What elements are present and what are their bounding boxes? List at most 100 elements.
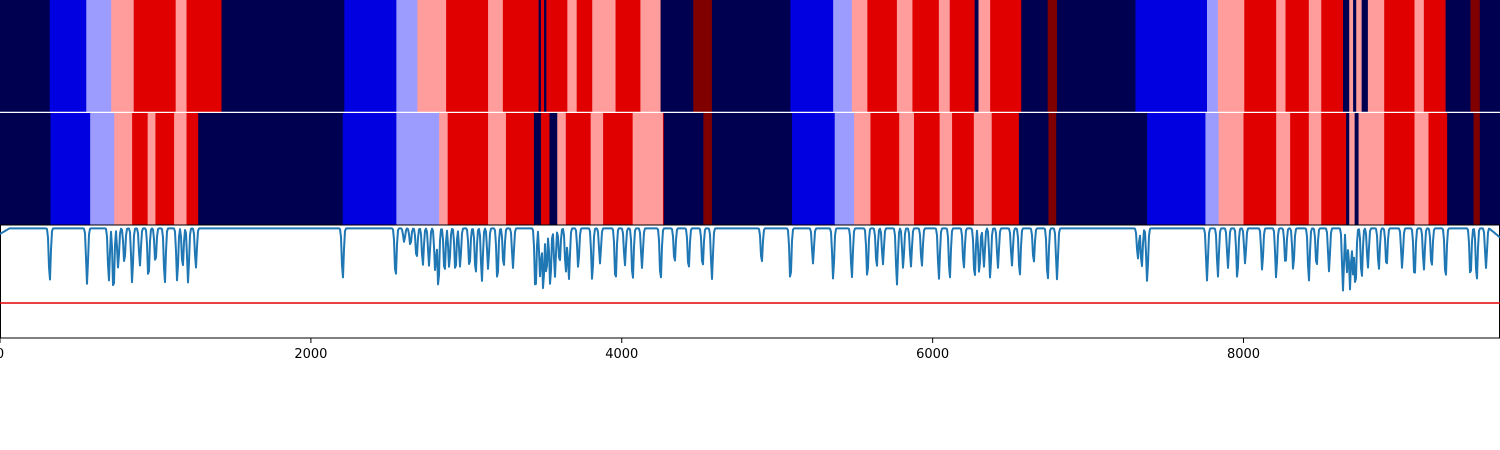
middle-track-segment xyxy=(1048,113,1057,225)
middle-track-segment xyxy=(90,113,115,225)
middle-track-segment xyxy=(1056,113,1148,225)
top-track-segment xyxy=(1384,0,1416,112)
top-track-segment xyxy=(711,0,792,112)
middle-track-segment xyxy=(533,113,542,225)
top-track-segment xyxy=(1244,0,1277,112)
top-track-segment xyxy=(1285,0,1310,112)
middle-track-segment xyxy=(952,113,975,225)
middle-track-segment xyxy=(590,113,604,225)
middle-track-segment xyxy=(1384,113,1416,225)
middle-track-segment xyxy=(913,113,941,225)
middle-track-segment xyxy=(549,113,558,225)
middle-track-segment xyxy=(632,113,664,225)
top-track-segment xyxy=(640,0,662,112)
top-track-segment xyxy=(546,0,568,112)
top-track-segment xyxy=(1361,0,1369,112)
middle-track-segment xyxy=(662,113,665,225)
top-track-segment xyxy=(1445,0,1472,112)
middle-track-segment xyxy=(1354,113,1360,225)
middle-track-segment xyxy=(1346,113,1350,225)
middle-track-segment xyxy=(1479,113,1500,225)
middle-track-segment xyxy=(114,113,133,225)
top-track-segment xyxy=(949,0,976,112)
middle-track-segment xyxy=(899,113,915,225)
top-segmentation-track xyxy=(0,0,1500,112)
top-track-segment xyxy=(693,0,713,112)
top-track-segment xyxy=(1367,0,1385,112)
top-track-segment xyxy=(1047,0,1058,112)
middle-track-segment xyxy=(396,113,440,225)
top-track-segment xyxy=(0,0,51,112)
top-track-segment xyxy=(1343,0,1350,112)
top-track-segment xyxy=(833,0,853,112)
top-track-segment xyxy=(538,0,542,112)
top-track-segment xyxy=(49,0,87,112)
top-track-segment xyxy=(1135,0,1208,112)
middle-track-segment xyxy=(1147,113,1207,225)
middle-track-segment xyxy=(1018,113,1050,225)
top-track-segment xyxy=(396,0,418,112)
middle-track-segment xyxy=(1321,113,1347,225)
x-tick-label: 2000 xyxy=(294,347,327,362)
middle-track-segment xyxy=(834,113,855,225)
middle-track-segment xyxy=(447,113,489,225)
top-track-segment xyxy=(488,0,504,112)
top-track-segment xyxy=(221,0,345,112)
top-track-segment xyxy=(938,0,951,112)
top-track-segment xyxy=(540,0,545,112)
top-track-segment xyxy=(576,0,593,112)
top-track-segment xyxy=(1206,0,1219,112)
top-track-segment xyxy=(175,0,188,112)
middle-track-segment xyxy=(939,113,953,225)
top-track-segment xyxy=(974,0,980,112)
middle-track-segment xyxy=(854,113,872,225)
middle-track-segment xyxy=(1428,113,1448,225)
top-track-segment xyxy=(1217,0,1245,112)
middle-track-segment xyxy=(973,113,993,225)
top-track-segment xyxy=(1308,0,1322,112)
line-plot-frame xyxy=(0,224,1500,339)
middle-track-segment xyxy=(342,113,397,225)
middle-track-segment xyxy=(1276,113,1291,225)
top-track-segment xyxy=(1479,0,1500,112)
top-track-segment xyxy=(417,0,447,112)
middle-track-segment xyxy=(132,113,149,225)
middle-track-segment xyxy=(439,113,449,225)
top-track-segment xyxy=(446,0,489,112)
top-track-segment xyxy=(1356,0,1363,112)
top-track-segment xyxy=(1414,0,1425,112)
middle-track-segment xyxy=(155,113,175,225)
middle-track-segment xyxy=(870,113,900,225)
middle-track-segment xyxy=(1290,113,1310,225)
middle-track-segment xyxy=(1414,113,1430,225)
top-track-segment xyxy=(1321,0,1344,112)
middle-track-segment xyxy=(703,113,713,225)
top-track-segment xyxy=(867,0,898,112)
x-tick-label: 6000 xyxy=(916,347,949,362)
middle-track-segment xyxy=(198,113,344,225)
x-axis: 0 2000 4000 6000 8000 xyxy=(0,338,1260,362)
middle-track-segment xyxy=(1308,113,1322,225)
top-track-segment xyxy=(790,0,834,112)
middle-track-segment xyxy=(0,113,52,225)
top-track-segment xyxy=(1353,0,1357,112)
top-track-segment xyxy=(912,0,940,112)
top-track-segment xyxy=(990,0,1022,112)
middle-track-segment xyxy=(1473,113,1481,225)
middle-track-segment xyxy=(557,113,567,225)
middle-track-segment xyxy=(505,113,535,225)
top-track-segment xyxy=(1349,0,1354,112)
top-track-segment xyxy=(1276,0,1287,112)
middle-track-segment xyxy=(1447,113,1475,225)
top-track-segment xyxy=(978,0,991,112)
top-track-segment xyxy=(186,0,223,112)
middle-track-segment xyxy=(711,113,793,225)
middle-track-segment xyxy=(1205,113,1220,225)
middle-track-segment xyxy=(540,113,551,225)
middle-track-segment xyxy=(791,113,836,225)
score-line xyxy=(0,227,1500,292)
top-track-segment xyxy=(111,0,135,112)
middle-track-segment xyxy=(1218,113,1245,225)
line-plot-panel xyxy=(0,224,1500,339)
